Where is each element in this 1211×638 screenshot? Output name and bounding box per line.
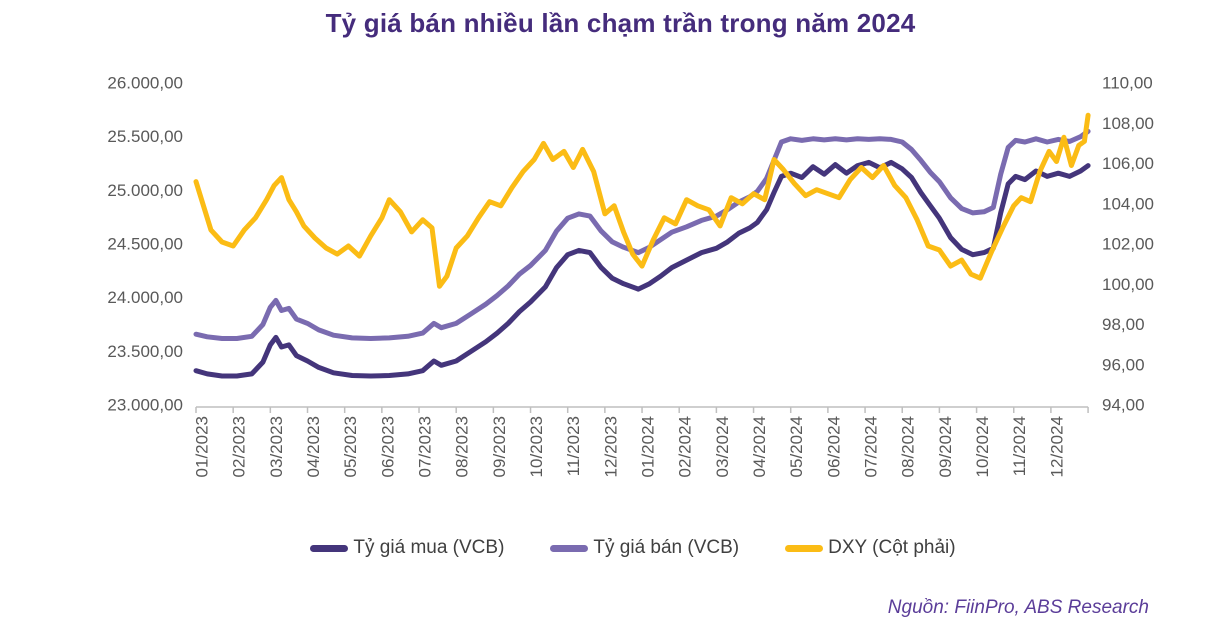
x-axis-month-label: 11/2023 <box>564 416 583 476</box>
right-axis-tick-label: 106,00 <box>1102 154 1154 173</box>
series-line-DXY (Cột phải) <box>193 112 1091 289</box>
x-axis-month-label: 05/2024 <box>787 416 806 477</box>
x-axis-month-label: 12/2023 <box>601 416 620 477</box>
legend-label-ban: Tỷ giá bán (VCB) <box>593 537 740 558</box>
left-axis-tick-label: 24.000,00 <box>107 288 183 307</box>
x-axis-month-label: 08/2024 <box>899 416 918 477</box>
left-axis-tick-label: 23.000,00 <box>107 396 183 415</box>
legend-item-ban: Tỷ giá bán (VCB) <box>550 537 739 559</box>
right-axis-tick-label: 108,00 <box>1102 114 1154 133</box>
x-axis-month-label: 07/2024 <box>862 416 881 477</box>
x-axis-month-label: 01/2023 <box>193 416 212 477</box>
right-axis-tick-label: 98,00 <box>1102 315 1145 334</box>
series-line-Tỷ giá bán (VCB) <box>193 128 1091 341</box>
x-axis-month-label: 06/2024 <box>824 416 843 477</box>
ban-line-swatch-icon <box>550 544 589 552</box>
legend-item-mua: Tỷ giá mua (VCB) <box>310 537 504 559</box>
x-axis-month-label: 11/2024 <box>1010 416 1029 476</box>
left-axis-tick-label: 25.000,00 <box>107 181 183 200</box>
x-axis-month-label: 06/2023 <box>378 416 397 477</box>
x-axis-month-label: 12/2024 <box>1047 416 1066 477</box>
left-axis-tick-label: 23.500,00 <box>107 342 183 361</box>
right-axis-tick-label: 110,00 <box>1102 74 1153 93</box>
left-axis-tick-label: 24.500,00 <box>107 235 183 254</box>
x-axis-month-label: 08/2023 <box>453 416 472 477</box>
x-axis-month-label: 07/2023 <box>416 416 435 477</box>
legend-item-dxy: DXY (Cột phải) <box>785 537 956 559</box>
left-axis-tick-label: 26.000,00 <box>107 74 183 93</box>
x-axis-month-label: 02/2024 <box>676 416 695 477</box>
chart-legend: Tỷ giá mua (VCB) Tỷ giá bán (VCB) DXY (C… <box>0 537 1211 559</box>
right-axis-tick-label: 100,00 <box>1102 275 1154 294</box>
right-axis-tick-label: 96,00 <box>1102 355 1145 374</box>
x-axis-month-label: 10/2023 <box>527 416 546 477</box>
x-axis-month-label: 04/2024 <box>750 416 769 477</box>
left-axis-tick-label: 25.500,00 <box>107 127 183 146</box>
right-axis-tick-label: 94,00 <box>1102 396 1145 415</box>
legend-label-dxy: DXY (Cột phải) <box>828 537 956 558</box>
legend-label-mua: Tỷ giá mua (VCB) <box>353 537 505 558</box>
x-axis-month-label: 03/2024 <box>713 416 732 477</box>
right-axis-tick-label: 104,00 <box>1102 194 1154 213</box>
x-axis-month-label: 09/2023 <box>490 416 509 477</box>
x-axis-month-label: 10/2024 <box>973 416 992 477</box>
mua-line-swatch-icon <box>310 544 349 552</box>
chart-title: Tỷ giá bán nhiều lần chạm trần trong năm… <box>325 8 916 38</box>
x-axis-month-label: 03/2023 <box>267 416 286 477</box>
x-axis-month-label: 05/2023 <box>341 416 360 477</box>
x-axis-month-label: 02/2023 <box>230 416 249 477</box>
series-line-Tỷ giá mua (VCB) <box>193 159 1091 379</box>
dxy-line-swatch-icon <box>785 544 824 552</box>
x-axis-month-label: 04/2023 <box>304 416 323 477</box>
x-axis-month-label: 01/2024 <box>639 416 658 477</box>
x-axis-month-label: 09/2024 <box>936 416 955 477</box>
right-axis-tick-label: 102,00 <box>1102 235 1154 254</box>
source-note: Nguồn: FiinPro, ABS Research <box>887 597 1149 618</box>
